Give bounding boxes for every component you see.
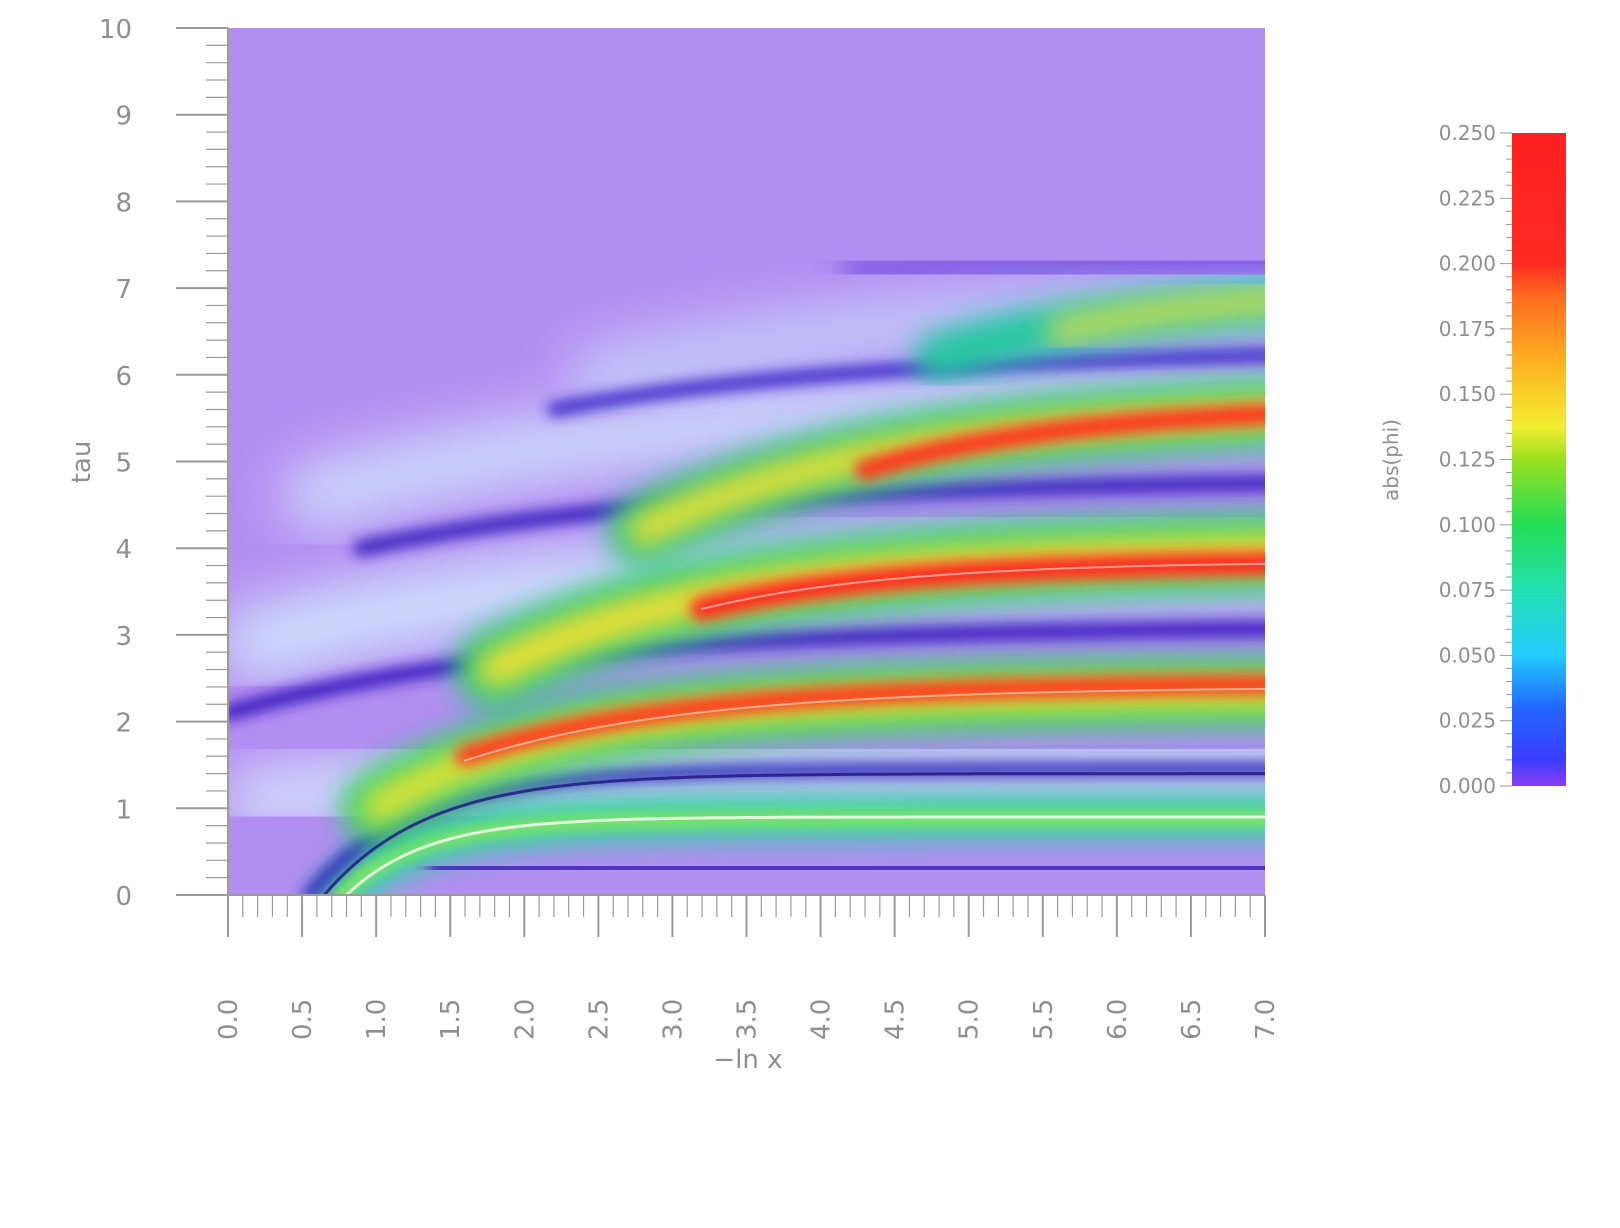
x-tick-label: 3.5 [733, 999, 763, 1040]
y-tick-label: 8 [115, 188, 132, 218]
colorbar-tick-label: 0.075 [1439, 578, 1496, 602]
y-tick-label: 7 [115, 275, 132, 305]
colorbar-tick-label: 0.050 [1439, 643, 1496, 667]
y-tick-label: 4 [115, 535, 132, 565]
x-tick-label: 4.0 [807, 999, 837, 1040]
heatmap-band [455, 674, 1265, 767]
x-tick-label: 6.5 [1177, 999, 1207, 1040]
colorbar [1512, 133, 1566, 786]
colorbar-tick-label: 0.100 [1439, 513, 1496, 537]
y-tick-label: 10 [99, 15, 132, 45]
y-axis-label: tau [67, 441, 97, 484]
x-tick-label: 2.5 [584, 999, 614, 1040]
colorbar-tick-label: 0.000 [1439, 774, 1496, 798]
x-tick-label: 3.0 [658, 999, 688, 1040]
y-tick-label: 1 [115, 795, 132, 825]
x-tick-label: 4.5 [881, 999, 911, 1040]
x-tick-label: 0.0 [214, 999, 244, 1040]
colorbar-tick-label: 0.175 [1439, 317, 1496, 341]
x-axis-label: −ln x [713, 1045, 782, 1075]
x-tick-label: 6.0 [1103, 999, 1133, 1040]
y-axis: 0 1 2 3 4 5 6 7 8 9 10 [99, 15, 229, 912]
y-tick-label: 5 [115, 449, 132, 479]
colorbar-tick-label: 0.225 [1439, 186, 1496, 210]
heatmap-band [345, 815, 1265, 895]
heatmap-band [464, 687, 1265, 762]
x-axis: 0.0 0.5 1.0 1.5 2.0 2.5 3.0 3.5 4.0 4.5 5.0 5.5 6.0 6… [178, 894, 1281, 1040]
heatmap-band [1046, 290, 1265, 343]
colorbar-tick-label: 0.025 [1439, 709, 1496, 733]
x-tick-label: 7.0 [1251, 999, 1281, 1040]
colorbar-tick-label: 0.150 [1439, 382, 1496, 406]
y-tick-label: 3 [115, 622, 132, 652]
x-tick-label: 5.0 [955, 999, 985, 1040]
y-tick-label: 0 [115, 882, 132, 912]
heatmap-field [228, 176, 1265, 895]
colorbar-label: abs(phi) [1379, 419, 1403, 501]
heatmap-band [228, 620, 1265, 721]
heatmap-band [855, 404, 1265, 481]
x-tick-label: 1.0 [362, 999, 392, 1040]
x-tick-label: 2.0 [510, 999, 540, 1040]
y-tick-label: 9 [115, 102, 132, 132]
y-tick-label: 2 [115, 709, 132, 739]
colorbar-tick-label: 0.200 [1439, 252, 1496, 276]
colorbar-axis: 0.000 0.025 0.050 0.075 0.100 0.125 0.150 0.175… [1439, 121, 1512, 798]
heatmap-band [841, 255, 1265, 280]
heatmap-band [701, 562, 1265, 610]
y-tick-label: 6 [115, 362, 132, 392]
x-tick-label: 5.5 [1029, 999, 1059, 1040]
heatmap-band [426, 858, 1265, 878]
colorbar-tick-label: 0.125 [1439, 448, 1496, 472]
x-tick-label: 0.5 [288, 999, 318, 1040]
colorbar-tick-label: 0.250 [1439, 121, 1496, 145]
x-tick-label: 1.5 [436, 999, 466, 1040]
heatmap-band [322, 772, 1265, 895]
